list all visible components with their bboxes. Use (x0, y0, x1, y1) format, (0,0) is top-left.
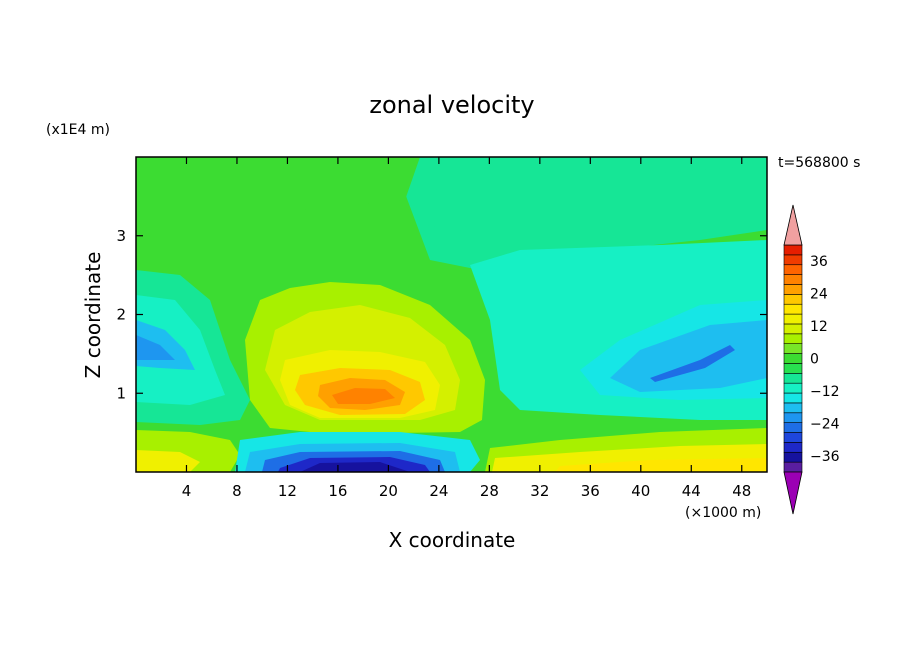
colorbar-tick-label: −36 (810, 449, 840, 465)
eastern-surface-gold (555, 458, 767, 472)
x-tick-label: 44 (682, 482, 701, 500)
colorbar-band (783, 392, 803, 404)
colorbar-high-arrow (783, 204, 803, 246)
y-axis-label: Z coordinate (81, 252, 105, 379)
colorbar-band (783, 402, 803, 414)
x-tick-label: 36 (581, 482, 600, 500)
x-tick-label: 28 (480, 482, 499, 500)
x-tick-label: 48 (732, 482, 751, 500)
colorbar-band (783, 353, 803, 364)
colorbar-band (783, 442, 803, 453)
colorbar-tick-label: 12 (810, 319, 828, 335)
y-tick-label: 1 (116, 384, 126, 402)
x-tick-label: 32 (530, 482, 549, 500)
colorbar-band (783, 422, 803, 433)
colorbar-tick-label: −12 (810, 384, 840, 400)
x-tick-label: 24 (429, 482, 448, 500)
x-axis-label: X coordinate (389, 528, 516, 552)
x-tick-label: 20 (379, 482, 398, 500)
colorbar-band (783, 382, 803, 394)
x-tick-label: 40 (631, 482, 650, 500)
colorbar-band (783, 412, 803, 423)
colorbar-band (783, 294, 803, 305)
right-deep-blue-streak (650, 345, 735, 382)
y-tick-label: 2 (116, 306, 126, 324)
colorbar-band (783, 432, 803, 443)
colorbar-band (783, 284, 803, 295)
colorbar-low-arrow (783, 471, 803, 515)
colorbar-band (783, 244, 803, 256)
y-tick-label: 3 (116, 227, 126, 245)
lower-negative-core (300, 462, 410, 472)
colorbar-tick-label: −24 (810, 416, 840, 432)
x-tick-label: 8 (232, 482, 242, 500)
x-unit-label: (×1000 m) (685, 505, 761, 521)
x-tick-label: 4 (182, 482, 192, 500)
colorbar-band (783, 461, 803, 473)
y-unit-label: (x1E4 m) (46, 122, 110, 138)
colorbar-band (783, 363, 803, 374)
x-tick-label: 12 (278, 482, 297, 500)
jet-core-dark-orange (332, 388, 395, 404)
colorbar-band (783, 313, 803, 325)
time-label: t=568800 s (778, 155, 860, 171)
colorbar-band (783, 323, 803, 335)
chart-title: zonal velocity (369, 91, 534, 119)
colorbar-band (783, 451, 803, 463)
contour-field (136, 157, 767, 472)
colorbar-tick-label: 24 (810, 287, 828, 303)
x-tick-label: 16 (328, 482, 347, 500)
y-axis-ticks: 1 2 3 (116, 227, 767, 402)
colorbar-tick-label: 0 (810, 352, 819, 368)
colorbar: 36 24 12 0 −12 −24 −36 (783, 204, 840, 515)
colorbar-tick-label: 36 (810, 254, 828, 270)
x-axis-ticks: 4 8 12 16 20 24 28 32 36 40 44 48 (182, 157, 751, 500)
plot-area: 4 8 12 16 20 24 28 32 36 40 44 48 123 (116, 156, 768, 500)
left-deep-blue-region (136, 335, 175, 360)
colorbar-band (783, 254, 803, 266)
colorbar-band (783, 274, 803, 285)
upper-right-teal (425, 165, 767, 232)
colorbar-band (783, 373, 803, 384)
right-blue-region (610, 320, 767, 392)
colorbar-band (783, 333, 803, 344)
colorbar-band (783, 264, 803, 275)
upper-green-band (136, 157, 420, 210)
colorbar-band (783, 303, 803, 315)
lower-left-yellow (136, 450, 200, 472)
colorbar-band (783, 343, 803, 354)
